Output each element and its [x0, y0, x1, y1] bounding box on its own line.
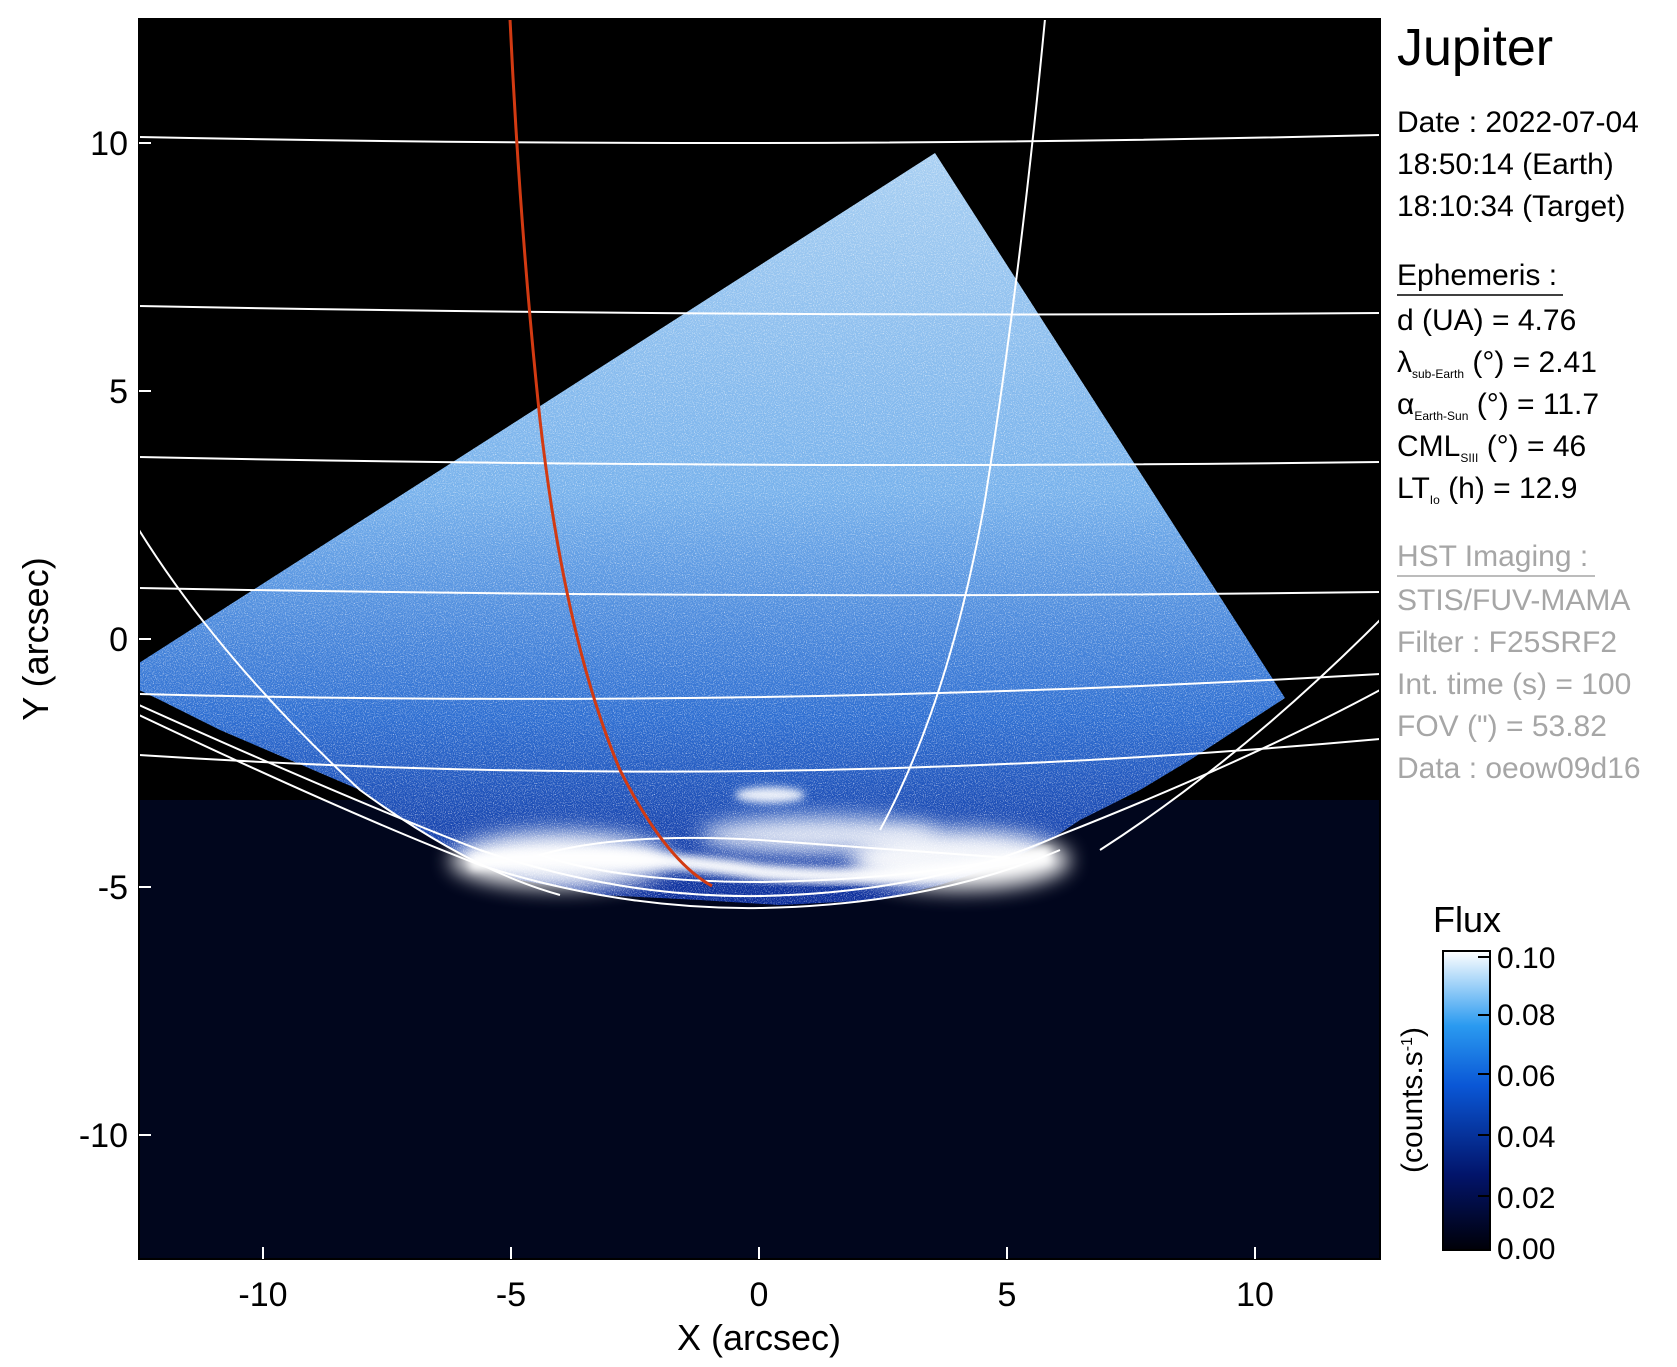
colorbar-unit: (counts.s-1)	[1396, 1027, 1429, 1173]
colorbar-title: Flux	[1433, 899, 1501, 940]
ephemeris-lambda: λsub-Earth (°) = 2.41	[1397, 346, 1597, 381]
colorbar-tick-labels: 0.10 0.08 0.06 0.04 0.02 0.00	[1497, 942, 1555, 1266]
colorbar-tick-label: 0.00	[1497, 1233, 1555, 1266]
info-panel: Jupiter Date : 2022-07-04 18:50:14 (Eart…	[1397, 19, 1641, 785]
ephemeris-alpha: αEarth-Sun (°) = 11.7	[1397, 388, 1599, 423]
x-tick-label: -5	[496, 1276, 526, 1314]
ephemeris-heading: Ephemeris :	[1397, 259, 1557, 292]
latitude-line	[139, 738, 1380, 773]
y-tick-label: 5	[109, 373, 128, 411]
hst-instrument: STIS/FUV-MAMA	[1397, 584, 1630, 617]
y-axis-label: Y (arcsec)	[15, 557, 56, 720]
latitude-line	[139, 587, 1380, 597]
x-tick-labels: -10 -5 0 5 10	[238, 1276, 1273, 1314]
tick-marks	[139, 142, 1256, 1259]
latitude-line	[139, 456, 1380, 467]
colorbar-tick-label: 0.08	[1497, 999, 1555, 1032]
latitude-line	[139, 134, 1380, 145]
y-tick-label: 0	[109, 621, 128, 659]
colorbar: Flux 0.10 0.08 0.06 0.04 0.02 0.00 (coun…	[1396, 899, 1555, 1266]
y-tick-labels: 10 5 0 -5 -10	[79, 125, 128, 1155]
planetographic-grid	[139, 19, 1380, 910]
y-tick-label: -5	[98, 869, 128, 907]
figure-title: Jupiter	[1397, 19, 1553, 77]
x-tick-label: -10	[238, 1276, 287, 1314]
io-footprint-track	[508, 19, 713, 888]
colorbar-tick-label: 0.04	[1497, 1121, 1555, 1154]
colorbar-gradient	[1442, 950, 1491, 1251]
colorbar-tick-label: 0.10	[1497, 942, 1555, 975]
x-tick-label: 0	[750, 1276, 769, 1314]
colorbar-tick-label: 0.06	[1497, 1060, 1555, 1093]
longitude-line	[139, 529, 561, 896]
colorbar-ticks	[1478, 956, 1490, 1197]
ephemeris-cml: CMLSIII (°) = 46	[1397, 430, 1586, 465]
observed-disk-speckle	[139, 153, 1285, 905]
latitude-line	[139, 305, 1380, 316]
auroral-oval-model	[536, 836, 1011, 884]
obs-date: Date : 2022-07-04	[1397, 106, 1639, 139]
longitude-line	[879, 19, 1046, 831]
latitude-line	[139, 673, 1380, 700]
ephemeris-distance: d (UA) = 4.76	[1397, 304, 1576, 337]
limb	[139, 714, 1061, 910]
x-tick-label: 10	[1236, 1276, 1274, 1314]
earth-time: 18:50:14 (Earth)	[1397, 148, 1614, 181]
target-time: 18:10:34 (Target)	[1397, 190, 1625, 223]
auroral-emission	[450, 787, 1070, 890]
x-axis-label: X (arcsec)	[677, 1317, 841, 1358]
colorbar-tick-label: 0.02	[1497, 1182, 1555, 1215]
limb	[139, 689, 1380, 898]
hst-data-id: Data : oeow09d16	[1397, 752, 1641, 785]
hst-heading: HST Imaging :	[1397, 540, 1588, 573]
ephemeris-lt: LTIo (h) = 12.9	[1397, 472, 1577, 507]
y-tick-label: -10	[79, 1117, 128, 1155]
hst-filter: Filter : F25SRF2	[1397, 626, 1617, 659]
y-tick-label: 10	[90, 125, 128, 163]
hst-int-time: Int. time (s) = 100	[1397, 668, 1631, 701]
longitude-line	[1099, 619, 1380, 851]
hst-fov: FOV (") = 53.82	[1397, 710, 1607, 743]
x-tick-label: 5	[998, 1276, 1017, 1314]
image-panel	[138, 18, 1381, 1260]
